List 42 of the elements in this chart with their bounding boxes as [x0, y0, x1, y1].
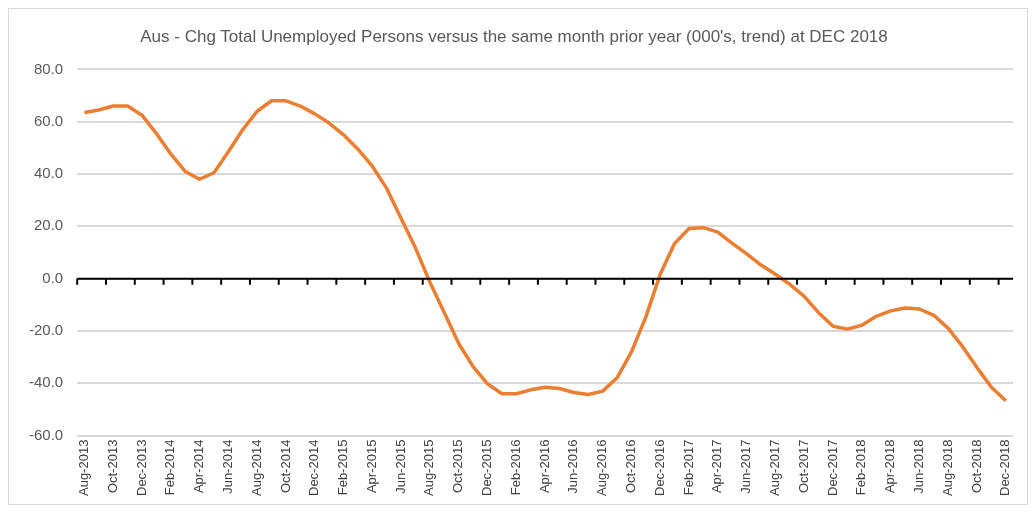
x-tick-label: Oct-2017 — [795, 439, 811, 494]
x-tick-label: Apr-2017 — [709, 439, 725, 494]
x-tick-label: Apr-2015 — [363, 439, 379, 494]
y-tick-label: 80.0 — [33, 59, 64, 77]
x-tick-label: Aug-2014 — [248, 439, 264, 497]
x-tick-label: Dec-2017 — [824, 439, 840, 496]
x-tick-label: Feb-2014 — [162, 439, 178, 496]
x-tick-label: Jun-2018 — [911, 439, 926, 494]
y-tick-label: -40.0 — [28, 373, 64, 391]
x-tick-label: Dec-2015 — [479, 439, 495, 496]
x-tick-label: Jun-2015 — [392, 439, 408, 494]
x-tick-label: Aug-2013 — [75, 439, 91, 497]
x-tick-label: Feb-2018 — [853, 439, 869, 496]
x-tick-label: Apr-2014 — [191, 439, 207, 494]
x-tick-label: Oct-2015 — [450, 439, 466, 494]
x-tick-label: Feb-2017 — [680, 439, 696, 496]
y-tick-label: 40.0 — [33, 164, 64, 182]
x-tick-label: Oct-2016 — [623, 439, 639, 494]
y-tick-label: -20.0 — [28, 321, 64, 339]
x-tick-label: Jun-2016 — [565, 439, 581, 494]
x-tick-label: Dec-2018 — [997, 439, 1013, 496]
x-tick-label: Oct-2013 — [104, 439, 120, 494]
x-tick-label: Apr-2018 — [882, 439, 898, 494]
x-tick-label: Aug-2018 — [939, 439, 955, 497]
chart-title: Aus - Chg Total Unemployed Persons versus the same month prior year (000's, trend) at DEC 2018 — [140, 26, 888, 46]
x-tick-label: Feb-2016 — [507, 439, 523, 496]
x-tick-label: Apr-2016 — [536, 439, 552, 494]
x-tick-label: Jun-2014 — [219, 439, 235, 494]
x-tick-label: Jun-2017 — [738, 439, 754, 494]
y-tick-label: 20.0 — [33, 216, 64, 234]
x-tick-label: Aug-2017 — [767, 439, 783, 497]
x-tick-label: Feb-2015 — [335, 439, 351, 496]
x-tick-label: Oct-2014 — [277, 439, 293, 494]
x-tick-label: Dec-2013 — [133, 439, 149, 496]
x-tick-label: Aug-2016 — [594, 439, 610, 497]
y-tick-label: -60.0 — [28, 425, 64, 443]
x-tick-label: Aug-2015 — [421, 439, 437, 497]
x-tick-label: Dec-2016 — [651, 439, 667, 496]
y-tick-label: 0.0 — [42, 268, 64, 286]
y-tick-label: 60.0 — [33, 111, 64, 129]
x-tick-label: Dec-2014 — [306, 439, 322, 496]
x-tick-label: Oct-2018 — [968, 439, 984, 494]
